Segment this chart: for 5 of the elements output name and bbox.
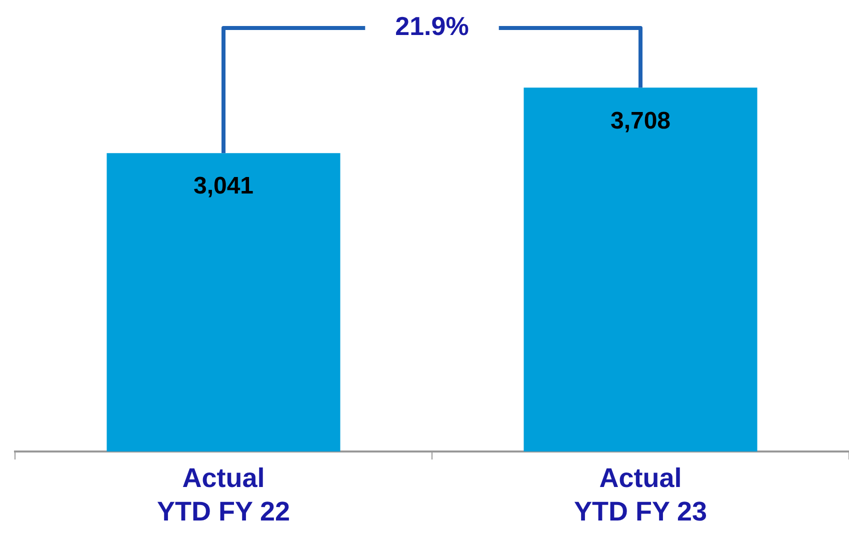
x-tick-label: Actual YTD FY 22	[156, 462, 290, 527]
x-tick-label: Actual YTD FY 23	[574, 462, 708, 527]
text: 21.9%	[395, 11, 469, 42]
data-label: 3,708	[610, 107, 671, 134]
data-label: 3,041	[193, 172, 254, 200]
